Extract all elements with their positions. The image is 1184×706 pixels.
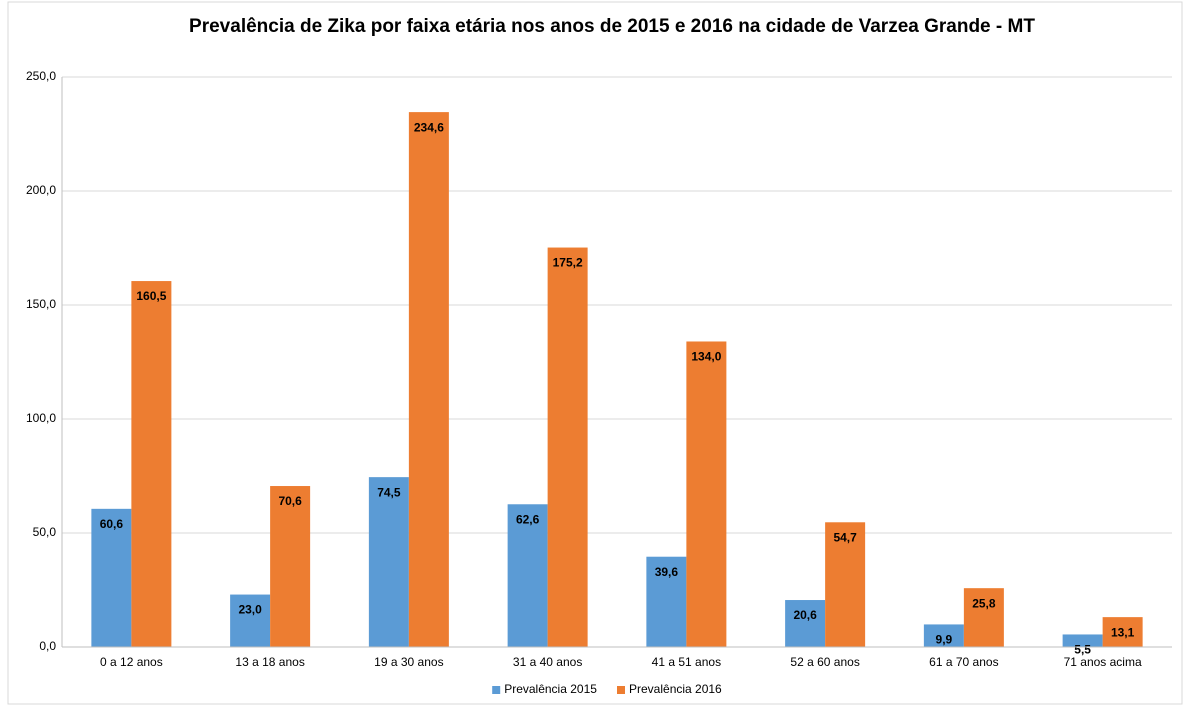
bar (368, 477, 409, 647)
data-label: 9,9 (936, 633, 953, 647)
bar (91, 508, 132, 647)
bar (408, 112, 449, 647)
bar (230, 594, 271, 647)
bar (686, 341, 727, 647)
y-tick-label: 50,0 (33, 525, 57, 539)
x-tick-label: 52 a 60 anos (790, 655, 859, 669)
data-label: 39,6 (655, 565, 679, 579)
bar (963, 588, 1004, 647)
data-label: 13,1 (1111, 625, 1135, 639)
bar (646, 556, 687, 647)
legend-label: Prevalência 2015 (504, 682, 597, 696)
data-label: 175,2 (553, 256, 583, 270)
chart-border (7, 1, 1183, 705)
data-label: 60,6 (100, 517, 124, 531)
bar (131, 281, 172, 647)
data-label: 20,6 (793, 608, 817, 622)
bar (785, 600, 826, 647)
bar (507, 504, 548, 647)
y-tick-label: 100,0 (26, 411, 56, 425)
bar (547, 247, 588, 647)
bar (270, 486, 311, 647)
x-tick-label: 71 anos acima (1064, 655, 1142, 669)
data-label: 74,5 (377, 485, 401, 499)
bar (1102, 617, 1143, 647)
legend-label: Prevalência 2016 (629, 682, 722, 696)
x-tick-label: 0 a 12 anos (100, 655, 163, 669)
x-tick-label: 41 a 51 anos (652, 655, 721, 669)
y-tick-label: 150,0 (26, 297, 56, 311)
data-label: 23,0 (238, 603, 262, 617)
y-tick-label: 0,0 (39, 639, 56, 653)
y-tick-label: 200,0 (26, 183, 56, 197)
chart-title: Prevalência de Zika por faixa etária nos… (189, 16, 1035, 37)
data-label: 234,6 (414, 120, 444, 134)
data-label: 62,6 (516, 512, 540, 526)
bar (1062, 634, 1103, 647)
x-tick-label: 61 a 70 anos (929, 655, 998, 669)
y-tick-label: 250,0 (26, 69, 56, 83)
bar (825, 522, 866, 647)
data-label: 5,5 (1074, 643, 1091, 657)
bar (923, 624, 964, 647)
data-label: 25,8 (972, 596, 996, 610)
data-label: 70,6 (278, 494, 302, 508)
data-label: 54,7 (833, 530, 857, 544)
legend-swatch (492, 686, 501, 694)
x-tick-label: 19 a 30 anos (374, 655, 443, 669)
x-tick-label: 31 a 40 anos (513, 655, 582, 669)
x-tick-label: 13 a 18 anos (235, 655, 304, 669)
data-label: 160,5 (136, 289, 166, 303)
data-label: 134,0 (691, 350, 721, 364)
legend-swatch (617, 686, 625, 694)
